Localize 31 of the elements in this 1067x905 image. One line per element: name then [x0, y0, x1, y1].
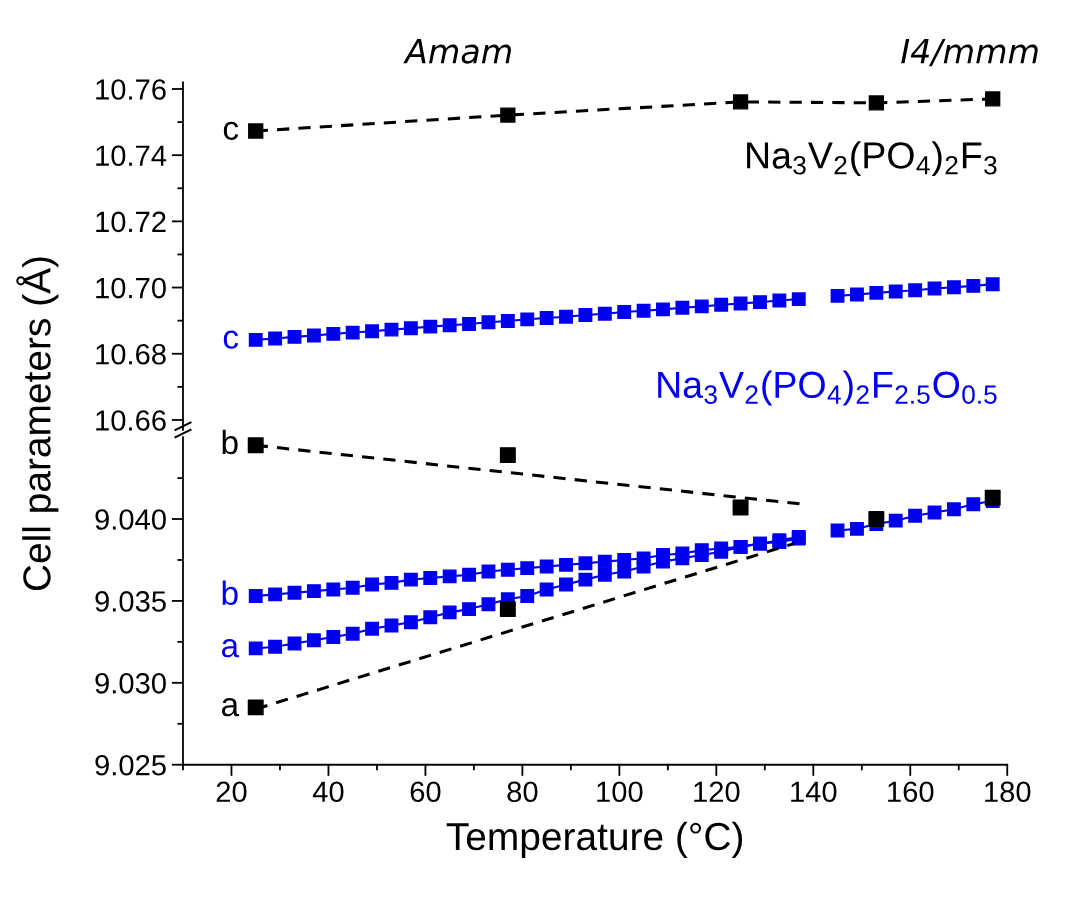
- y-tick-label: 9.030: [95, 673, 166, 694]
- legend-label: b: [222, 429, 238, 455]
- x-tick-label: 160: [888, 781, 934, 803]
- text: Na$_{3}$V$_{2}$(PO$_{4}$)$_{2}$F$_{2.5}$O$_{0.5}$: [658, 370, 997, 406]
- x-tick-label: 60: [410, 781, 441, 803]
- series-label: a: [221, 698, 240, 717]
- x-tick-label: 140: [791, 781, 837, 803]
- y-tick-label: 9.035: [95, 591, 166, 612]
- series-label: b: [222, 580, 238, 605]
- y-tick-label: 10.70: [96, 277, 166, 299]
- x-tick-label: 80: [507, 781, 538, 803]
- y-tick-label: 10.74: [96, 145, 167, 167]
- x-tick-label: 20: [216, 781, 247, 803]
- y-tick-label: 9.040: [95, 509, 166, 530]
- x-tick-label: 100: [597, 781, 643, 803]
- x-tick-label: 120: [694, 781, 740, 803]
- y-axis-title: Cell parameters (Å): [16, 257, 59, 591]
- x-tick-label: 40: [312, 781, 344, 803]
- text: Amam: [403, 38, 511, 64]
- x-tick-label: 180: [985, 781, 1031, 803]
- x-axis-title: Temperature (°C): [446, 821, 743, 859]
- y-tick-label: 10.72: [96, 211, 166, 233]
- series-label: c: [223, 330, 239, 349]
- y-tick-label: 10.66: [96, 410, 166, 431]
- text: 9.025: [95, 754, 166, 776]
- series-label: a: [221, 639, 240, 658]
- y-tick-label: 10.68: [96, 343, 166, 365]
- text: Na$_{3}$V$_{2}$(PO$_{4}$)$_{2}$F$_{3}$: [747, 141, 997, 177]
- series-label: c: [223, 121, 239, 140]
- y-tick-label: 10.76: [96, 79, 166, 100]
- text: I4/mmm: [901, 38, 1038, 67]
